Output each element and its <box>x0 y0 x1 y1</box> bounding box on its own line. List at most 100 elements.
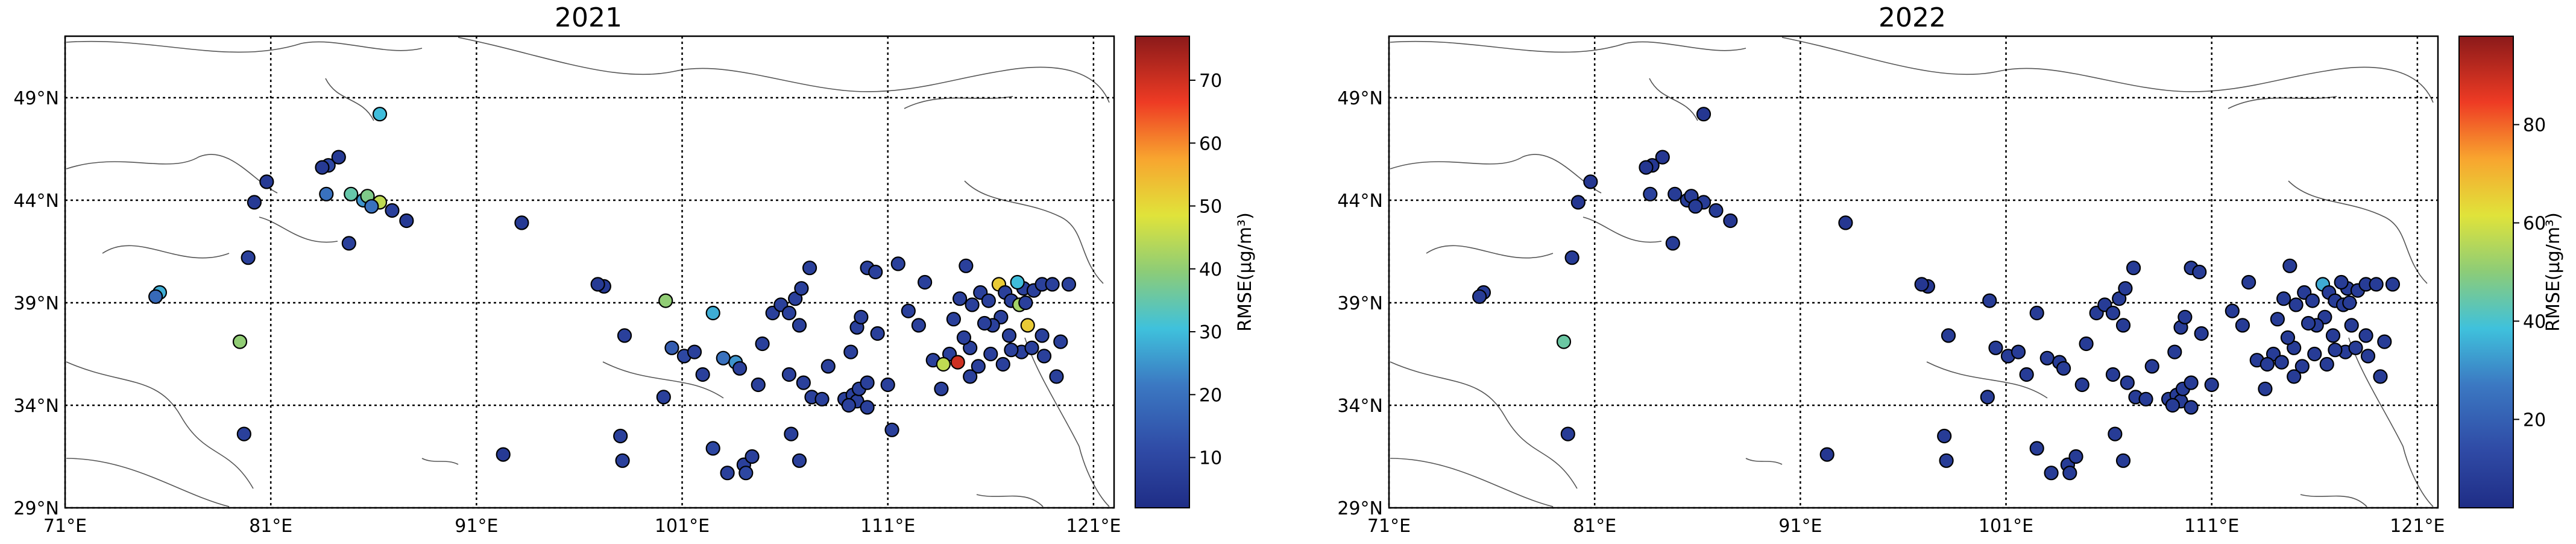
station-marker <box>2074 377 2089 393</box>
colorbar-tick-label: 80 <box>2523 115 2546 136</box>
station-marker <box>2348 340 2363 355</box>
station-marker <box>751 377 766 393</box>
x-tick-label: 81°E <box>249 516 292 537</box>
station-marker <box>1643 186 1658 201</box>
station-marker <box>590 277 605 292</box>
station-marker <box>2039 350 2055 365</box>
station-marker <box>1980 390 1995 405</box>
station-marker <box>1560 426 1575 441</box>
station-marker <box>716 350 731 365</box>
y-tick-label: 39°N <box>1337 293 1383 314</box>
station-marker <box>315 160 330 175</box>
station-marker <box>399 213 414 229</box>
station-marker <box>971 359 986 374</box>
station-marker <box>656 390 671 405</box>
station-marker <box>1018 295 1033 311</box>
station-marker <box>2280 330 2296 345</box>
station-marker <box>981 293 996 308</box>
station-marker <box>854 309 869 324</box>
station-marker <box>792 318 807 333</box>
station-marker <box>2144 359 2159 374</box>
x-tick-label: 71°E <box>1367 516 1411 537</box>
station-marker <box>1010 274 1025 290</box>
station-marker <box>995 356 1010 372</box>
panel-title: 2021 <box>555 2 622 33</box>
station-marker <box>1020 318 1035 333</box>
station-marker <box>802 261 817 276</box>
station-marker <box>259 174 274 189</box>
station-marker <box>2342 295 2357 311</box>
station-marker <box>2068 449 2083 464</box>
station-marker <box>1564 250 1579 265</box>
station-marker <box>890 256 905 271</box>
station-marker <box>2373 369 2388 384</box>
station-marker <box>2011 344 2026 359</box>
station-marker <box>1049 369 1064 384</box>
station-marker <box>2260 356 2275 372</box>
station-marker <box>232 334 248 349</box>
colorbar-tick-label: 20 <box>2523 410 2546 431</box>
y-tick-label: 34°N <box>13 396 59 417</box>
station-marker <box>983 346 998 362</box>
x-tick-label: 101°E <box>1979 516 2033 537</box>
x-tick-labels: 71°E 81°E 91°E 101°E 111°E 121°E <box>1367 516 2445 537</box>
station-marker <box>1723 213 1738 229</box>
station-marker <box>1696 107 1712 122</box>
y-tick-labels: 29°N 34°N 39°N 44°N 49°N <box>13 88 59 519</box>
station-marker <box>664 340 679 355</box>
station-marker <box>841 397 856 413</box>
station-marker <box>2056 361 2071 376</box>
station-marker <box>2241 274 2256 290</box>
y-tick-label: 29°N <box>1337 498 1383 519</box>
station-marker <box>2319 356 2334 372</box>
station-marker <box>792 453 807 468</box>
x-tick-label: 91°E <box>455 516 498 537</box>
station-marker <box>1034 328 1050 343</box>
station-marker <box>2167 344 2182 359</box>
station-marker <box>781 305 797 321</box>
station-marker <box>2358 328 2373 343</box>
station-marker <box>613 428 628 444</box>
station-marker <box>1688 199 1703 214</box>
station-marker <box>1570 195 1586 210</box>
station-marker <box>1655 150 1670 165</box>
station-marker <box>2274 355 2289 370</box>
station-marker <box>918 274 933 290</box>
y-tick-label: 49°N <box>13 88 59 109</box>
station-marker <box>2019 367 2034 382</box>
station-marker <box>2360 349 2376 364</box>
station-marker <box>705 305 720 321</box>
station-marker <box>884 422 899 437</box>
station-marker <box>1583 174 1598 189</box>
station-marker <box>870 326 885 341</box>
station-marker <box>1914 277 1929 292</box>
station-marker <box>1053 334 1068 349</box>
station-marker <box>784 426 799 441</box>
station-marker <box>868 264 883 280</box>
station-marker <box>658 293 673 308</box>
station-marker <box>1988 340 2003 355</box>
station-marker <box>1001 328 1017 343</box>
station-marker <box>956 330 972 345</box>
station-marker <box>1667 186 1683 201</box>
gridlines <box>1388 36 2438 509</box>
station-marker <box>963 369 978 384</box>
station-marker <box>615 453 630 468</box>
station-marker <box>2126 261 2141 276</box>
panel-title: 2022 <box>1878 2 1946 33</box>
y-tick-label: 34°N <box>1337 396 1383 417</box>
y-tick-label: 49°N <box>1337 88 1383 109</box>
station-marker <box>2029 441 2044 456</box>
station-marker <box>732 361 748 376</box>
station-marker <box>236 426 251 441</box>
station-marker <box>2270 312 2285 327</box>
x-tick-label: 101°E <box>655 516 710 537</box>
station-marker <box>745 449 760 464</box>
station-marker <box>953 291 968 306</box>
station-marker <box>2115 318 2131 333</box>
station-marker <box>687 344 702 359</box>
station-marker <box>1061 277 1077 292</box>
station-marker <box>959 258 974 273</box>
station-marker <box>1941 328 1956 343</box>
station-marker <box>617 328 632 343</box>
